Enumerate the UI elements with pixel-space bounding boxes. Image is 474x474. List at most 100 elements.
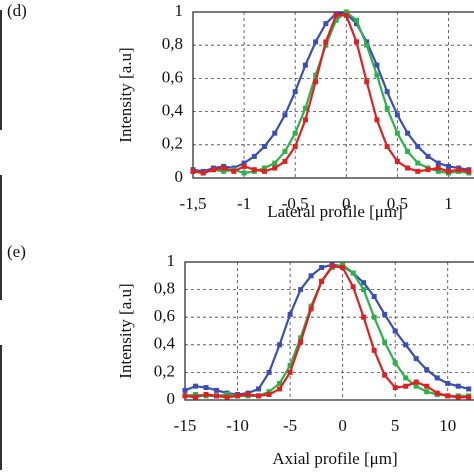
data-point (245, 391, 251, 397)
data-point (382, 339, 388, 345)
data-point (323, 39, 329, 45)
data-point (403, 383, 409, 389)
data-point (405, 148, 411, 154)
y-tick-label: 0,6 (154, 306, 175, 325)
data-point (343, 9, 349, 15)
data-point (282, 112, 288, 118)
panel-label: (e) (7, 242, 26, 261)
y-tick-label: 0 (175, 167, 184, 186)
data-point (405, 130, 411, 136)
data-point (266, 369, 272, 375)
data-point (251, 167, 257, 173)
series-line (184, 263, 470, 396)
data-point (287, 369, 293, 375)
data-point (364, 79, 370, 85)
y-tick-label: 0,2 (162, 134, 183, 153)
data-point (384, 143, 390, 149)
y-axis-title: Intensity [a.u] (116, 47, 135, 142)
data-point (262, 143, 268, 149)
data-point (277, 380, 283, 386)
data-point (350, 284, 356, 290)
x-tick-label: 5 (391, 416, 400, 435)
data-point (241, 163, 247, 169)
data-point (413, 379, 419, 385)
data-point (262, 168, 268, 174)
data-point (435, 165, 441, 171)
series-line (192, 10, 470, 175)
data-point (272, 130, 278, 136)
data-point (329, 263, 335, 269)
y-tick-label: 0,2 (154, 361, 175, 380)
data-point (364, 42, 370, 48)
data-point (256, 393, 262, 399)
data-point (343, 12, 349, 18)
data-point (353, 39, 359, 45)
data-point (394, 130, 400, 136)
data-point (424, 367, 430, 373)
data-point (210, 167, 216, 173)
data-point (200, 170, 206, 176)
data-point (214, 393, 220, 399)
data-point (190, 168, 196, 174)
data-point (251, 153, 257, 159)
data-point (319, 265, 325, 271)
plot-frame (192, 11, 474, 179)
data-point (292, 130, 298, 136)
data-point (405, 165, 411, 171)
y-tick-label: 0,8 (162, 34, 183, 53)
data-point (340, 262, 346, 268)
data-point (214, 387, 220, 393)
y-tick-label: 0,4 (154, 334, 176, 353)
data-point (272, 165, 278, 171)
data-point (292, 143, 298, 149)
data-point (374, 72, 380, 78)
data-point (424, 389, 430, 395)
data-point (403, 375, 409, 381)
data-point (298, 335, 304, 341)
data-point (353, 21, 359, 27)
data-point (371, 347, 377, 353)
data-point (445, 393, 451, 399)
data-point (308, 306, 314, 312)
data-point (435, 160, 441, 166)
data-point (308, 273, 314, 279)
series-line (184, 264, 469, 399)
data-point (319, 278, 325, 284)
data-point (340, 265, 346, 271)
data-point (323, 21, 329, 27)
data-point (364, 39, 370, 45)
plot-frame (184, 261, 474, 401)
data-point (413, 356, 419, 362)
data-point (266, 389, 272, 395)
x-axis-title: Lateral profile [μm] (267, 202, 403, 221)
data-point (445, 380, 451, 386)
x-tick-label: 0 (342, 194, 351, 213)
data-point (445, 168, 451, 174)
data-point (434, 375, 440, 381)
x-tick-label: 1 (444, 194, 453, 213)
data-point (394, 112, 400, 118)
data-point (333, 17, 339, 23)
data-point (298, 339, 304, 345)
y-tick-label: 0,6 (162, 67, 183, 86)
data-point (277, 342, 283, 348)
data-point (435, 168, 441, 174)
data-point (193, 391, 199, 397)
data-point (256, 386, 262, 392)
data-point (384, 105, 390, 111)
data-point (384, 89, 390, 95)
data-point (374, 62, 380, 68)
y-axis-title: Intensity [a.u] (116, 283, 135, 378)
data-point (415, 168, 421, 174)
data-point (445, 163, 451, 169)
data-point (374, 117, 380, 123)
data-point (313, 39, 319, 45)
x-tick-label: -0,5 (282, 194, 309, 213)
data-point (231, 168, 237, 174)
data-point (466, 168, 472, 174)
data-point (361, 287, 367, 293)
data-point (224, 391, 230, 397)
data-point (235, 393, 241, 399)
data-point (415, 143, 421, 149)
